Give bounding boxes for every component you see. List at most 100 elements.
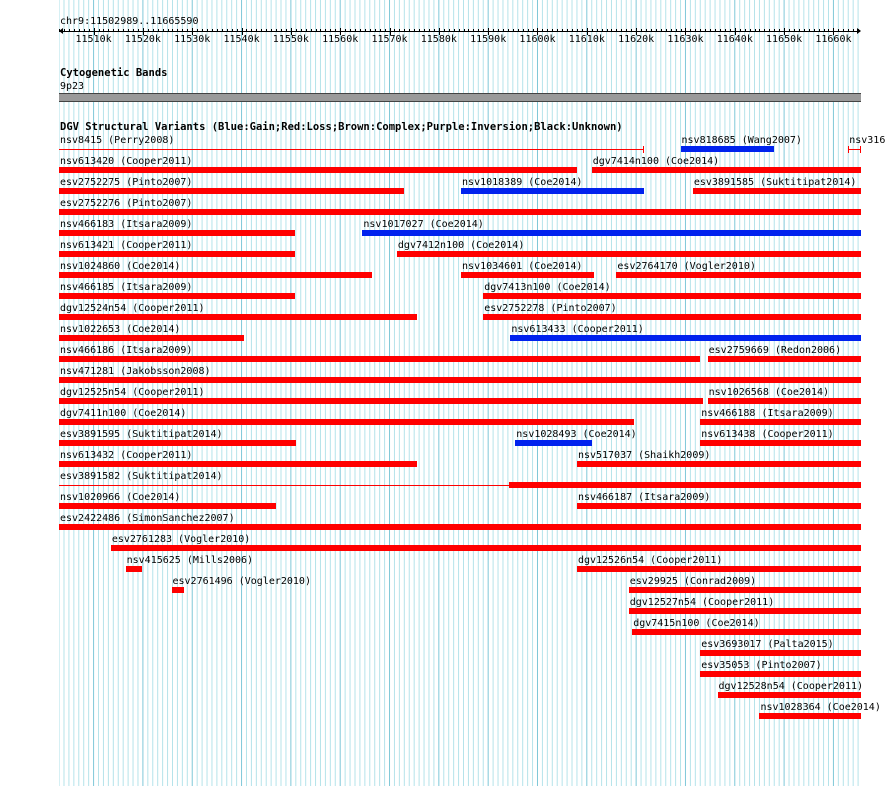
- variant-bar-loss[interactable]: [59, 188, 405, 194]
- variant-bar-loss[interactable]: [59, 209, 861, 215]
- variant-bar-loss[interactable]: [59, 314, 417, 320]
- variant-bar-loss[interactable]: [59, 377, 861, 383]
- ruler-minor-tick: [98, 29, 100, 32]
- ruler-minor-tick: [300, 29, 302, 32]
- ruler-minor-tick: [818, 29, 820, 32]
- variant-bar-loss[interactable]: [59, 167, 577, 173]
- ruler-minor-tick: [310, 29, 312, 32]
- ruler-minor-tick: [374, 29, 376, 32]
- ruler-minor-tick: [601, 29, 603, 32]
- variant-bar-loss[interactable]: [125, 566, 142, 572]
- variant-bar-loss[interactable]: [628, 587, 861, 593]
- variant-bar-loss[interactable]: [483, 293, 861, 299]
- variant-bar-loss[interactable]: [59, 272, 373, 278]
- ruler-minor-tick: [172, 29, 174, 32]
- variant-bar-loss[interactable]: [692, 188, 861, 194]
- ruler-minor-tick: [226, 29, 228, 32]
- ruler-minor-tick: [532, 29, 534, 32]
- ruler-tick-label: 11520k: [124, 34, 161, 45]
- ruler-minor-tick: [137, 29, 139, 32]
- variant-bar-loss[interactable]: [59, 503, 277, 509]
- variant-label: dgv7414n100 (Coe2014): [592, 156, 720, 167]
- variant-bar-loss[interactable]: [59, 293, 295, 299]
- ruler-tick: [685, 28, 687, 35]
- ruler-minor-tick: [369, 29, 371, 32]
- variant-bar-loss[interactable]: [59, 524, 861, 530]
- ruler-minor-tick: [675, 29, 677, 32]
- variant-bar-loss[interactable]: [171, 587, 184, 593]
- ruler-minor-tick: [345, 29, 347, 32]
- variant-bar-loss[interactable]: [461, 272, 595, 278]
- variant-bar-loss[interactable]: [591, 167, 861, 173]
- variant-line[interactable]: [59, 149, 644, 150]
- variant-label: dgv12526n54 (Cooper2011): [577, 555, 723, 566]
- variant-bar-loss[interactable]: [59, 335, 245, 341]
- variant-bar[interactable]: [509, 482, 861, 488]
- variant-bar-loss[interactable]: [59, 461, 417, 467]
- variant-bar-loss[interactable]: [707, 398, 861, 404]
- ruler-minor-tick: [167, 29, 169, 32]
- ruler-minor-tick: [295, 29, 297, 32]
- ruler-minor-tick: [596, 29, 598, 32]
- variant-bar-loss[interactable]: [59, 251, 295, 257]
- variant-label: esv29925 (Conrad2009): [629, 576, 757, 587]
- ruler-minor-tick: [246, 29, 248, 32]
- ruler-minor-tick: [63, 29, 65, 32]
- variant-bar-loss[interactable]: [396, 251, 861, 257]
- ruler-minor-tick: [231, 29, 233, 32]
- ruler-minor-tick: [562, 29, 564, 32]
- ruler-tick: [340, 28, 342, 35]
- ruler-minor-tick: [700, 29, 702, 32]
- ruler-minor-tick: [724, 29, 726, 32]
- variant-bar-loss[interactable]: [717, 692, 861, 698]
- ruler-minor-tick: [443, 29, 445, 32]
- variant-bar-loss[interactable]: [628, 608, 861, 614]
- variant-bar-loss[interactable]: [632, 629, 861, 635]
- ruler-minor-tick: [448, 29, 450, 32]
- variant-bar-loss[interactable]: [110, 545, 861, 551]
- variant-bar-loss[interactable]: [59, 356, 701, 362]
- variant-label: dgv7412n100 (Coe2014): [397, 240, 525, 251]
- ruler-minor-tick: [83, 29, 85, 32]
- ruler-minor-tick: [59, 29, 61, 32]
- variant-bar-loss[interactable]: [700, 419, 861, 425]
- variant-bar-loss[interactable]: [616, 272, 861, 278]
- variant-bar-gain[interactable]: [461, 188, 644, 194]
- variant-bar-loss[interactable]: [483, 314, 861, 320]
- ruler-minor-tick: [281, 29, 282, 32]
- variant-line[interactable]: [848, 149, 861, 150]
- ruler-minor-tick: [428, 29, 430, 32]
- ruler-minor-tick: [216, 29, 218, 32]
- ruler-minor-tick: [315, 29, 317, 32]
- ruler-minor-tick: [73, 29, 75, 32]
- ruler-minor-tick: [764, 29, 766, 32]
- variant-bar-loss[interactable]: [59, 419, 634, 425]
- variant-bar-loss[interactable]: [576, 503, 861, 509]
- variant-label: nsv466183 (Itsara2009): [60, 219, 193, 230]
- variant-bar-loss[interactable]: [700, 650, 861, 656]
- ruler-minor-tick: [399, 29, 401, 32]
- variant-bar-loss[interactable]: [59, 398, 703, 404]
- variant-bar-gain[interactable]: [510, 335, 861, 341]
- ruler-minor-tick: [798, 29, 800, 32]
- variant-label: dgv7411n100 (Coe2014): [60, 408, 187, 419]
- ruler-tick-label: 11560k: [322, 34, 359, 45]
- ruler-minor-tick: [458, 29, 460, 32]
- variant-bar-gain[interactable]: [362, 230, 861, 236]
- variant-label: dgv7415n100 (Coe2014): [633, 618, 760, 629]
- cytoband-bar[interactable]: [59, 93, 861, 102]
- position-label: chr9:11502989..11665590: [60, 16, 199, 27]
- variant-bar-loss[interactable]: [576, 461, 861, 467]
- variant-bar-loss[interactable]: [700, 440, 861, 446]
- ruler-tick-label: 11510k: [75, 34, 112, 45]
- variant-bar-loss[interactable]: [700, 671, 861, 677]
- variant-bar-loss[interactable]: [576, 566, 861, 572]
- variant-bar-gain[interactable]: [680, 146, 775, 152]
- ruler-minor-tick: [409, 29, 411, 32]
- variant-bar-loss[interactable]: [59, 440, 296, 446]
- variant-bar-gain[interactable]: [515, 440, 592, 446]
- variant-bar-loss[interactable]: [759, 713, 861, 719]
- variant-bar-loss[interactable]: [59, 230, 295, 236]
- variant-bar-loss[interactable]: [707, 356, 861, 362]
- variant-line[interactable]: [59, 485, 510, 486]
